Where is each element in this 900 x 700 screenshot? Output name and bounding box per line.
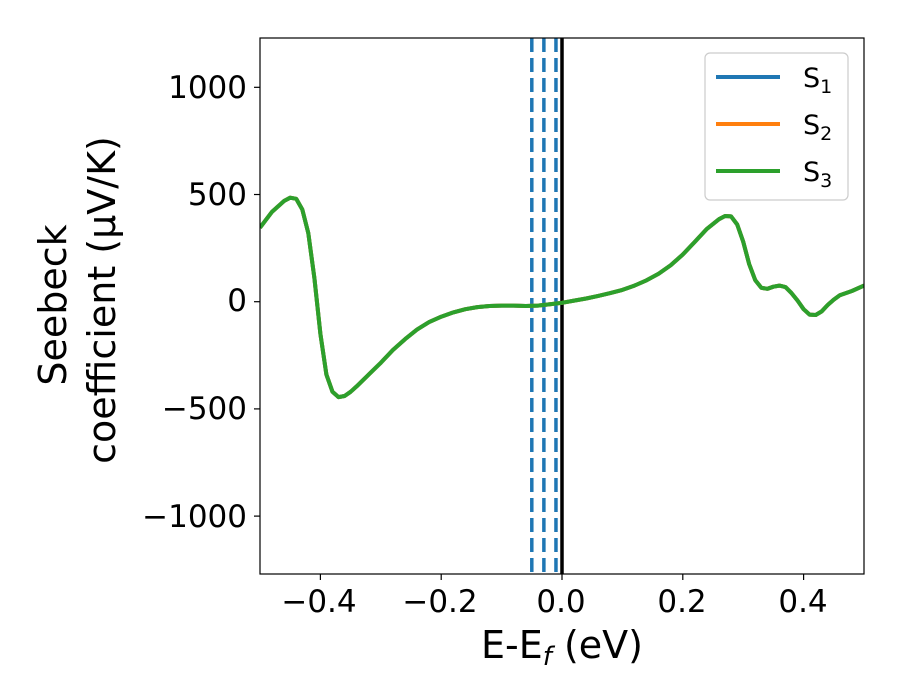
x-tick-label-1: −0.4	[281, 584, 356, 620]
x-tick-label-3: 0.0	[536, 584, 585, 620]
y-tick-label-4: 500	[188, 177, 247, 213]
x-tick-label-2: −0.2	[402, 584, 477, 620]
axis-ticks	[254, 86, 805, 580]
x-tick-label-4: 0.2	[657, 584, 706, 620]
y-tick-label-3: 0	[227, 283, 247, 319]
series-line-s3	[260, 195, 864, 400]
y-tick-label-5: 1000	[168, 70, 247, 106]
legend: S1 S2 S3	[704, 52, 849, 201]
legend-box	[704, 52, 849, 201]
legend-label-s2: S2	[803, 110, 832, 145]
y-tick-label-1: −1000	[142, 499, 247, 535]
y-axis-title-line2: coefficient (μV/K)	[80, 136, 124, 464]
legend-label-s1: S1	[803, 63, 832, 98]
x-axis-title: E-Ef (eV)	[481, 623, 643, 672]
x-tick-label-5: 0.4	[778, 584, 827, 620]
legend-label-s3: S3	[803, 157, 832, 192]
y-tick-label-2: −500	[162, 391, 247, 427]
y-axis-title-line1: Seebeck	[31, 224, 75, 385]
